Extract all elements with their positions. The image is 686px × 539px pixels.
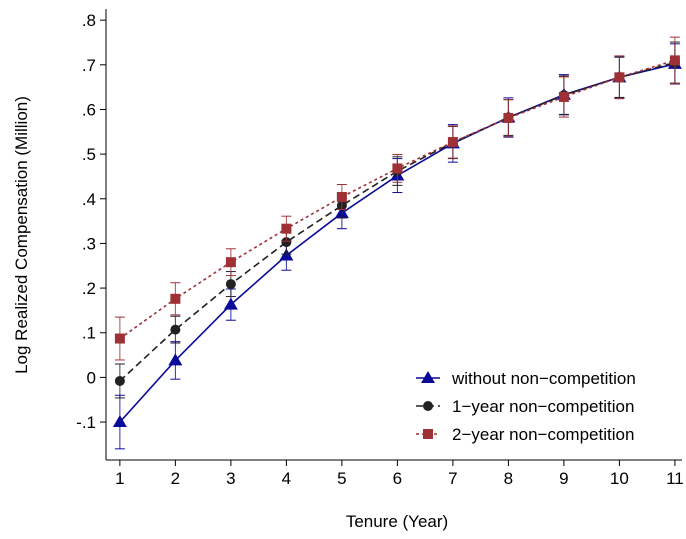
x-tick-label: 1 [115, 469, 124, 488]
data-point [170, 293, 181, 304]
x-ticks: 1 2 3 4 5 6 7 8 9 10 11 [115, 460, 684, 488]
series-layer [112, 36, 682, 450]
legend: without non−competition 1−year non−compet… [416, 369, 636, 444]
y-tick-label: .5 [82, 145, 96, 164]
data-point [558, 91, 569, 102]
x-axis-title: Tenure (Year) [346, 512, 448, 531]
data-point [614, 72, 625, 83]
data-point [447, 137, 458, 148]
axes: -.1 0 .1 .2 .3 .4 .5 .6 .7 .8 1 2 3 4 5 6 7 8 9 10 11 [76, 9, 684, 488]
legend-marker [423, 429, 433, 439]
x-tick-label: 9 [559, 469, 568, 488]
x-tick-label: 8 [504, 469, 513, 488]
legend-label: 1−year non−competition [452, 397, 634, 416]
legend-marker [421, 371, 435, 383]
y-tick-label: 0 [87, 368, 96, 387]
y-tick-label: .2 [82, 279, 96, 298]
y-tick-label: .4 [82, 190, 96, 209]
y-tick-label: .8 [82, 11, 96, 30]
y-axis-title: Log Realized Compensation (Million) [12, 96, 31, 374]
data-point [225, 279, 236, 290]
y-tick-label: .7 [82, 56, 96, 75]
data-point [392, 163, 403, 174]
data-point [170, 324, 181, 335]
data-point [281, 223, 292, 234]
data-point [225, 257, 236, 268]
data-point [223, 297, 238, 310]
data-point [281, 237, 292, 248]
y-tick-label: .1 [82, 324, 96, 343]
x-tick-label: 10 [610, 469, 629, 488]
legend-item: without non−competition [416, 369, 636, 388]
x-tick-label: 7 [448, 469, 457, 488]
data-point [114, 375, 125, 386]
series-line [119, 59, 676, 340]
data-point [503, 112, 514, 123]
legend-label: 2−year non−competition [452, 425, 634, 444]
series-line [119, 61, 676, 382]
data-point [114, 333, 125, 344]
series-1 [112, 43, 682, 450]
legend-item: 2−year non−competition [416, 425, 634, 444]
data-point [669, 55, 680, 66]
data-point [336, 191, 347, 202]
x-tick-label: 2 [171, 469, 180, 488]
x-tick-label: 4 [282, 469, 291, 488]
x-tick-label: 5 [337, 469, 346, 488]
legend-item: 1−year non−competition [416, 397, 634, 416]
y-tick-label: -.1 [76, 413, 96, 432]
data-point [112, 415, 127, 428]
x-tick-label: 11 [666, 469, 684, 488]
y-tick-label: .3 [82, 234, 96, 253]
x-tick-label: 6 [393, 469, 402, 488]
legend-label: without non−competition [451, 369, 636, 388]
y-tick-label: .6 [82, 100, 96, 119]
legend-marker [423, 401, 433, 411]
series-3 [114, 36, 680, 361]
data-point [168, 353, 183, 366]
y-ticks: -.1 0 .1 .2 .3 .4 .5 .6 .7 .8 [76, 11, 106, 432]
x-tick-label: 3 [226, 469, 235, 488]
series-2 [114, 41, 680, 399]
